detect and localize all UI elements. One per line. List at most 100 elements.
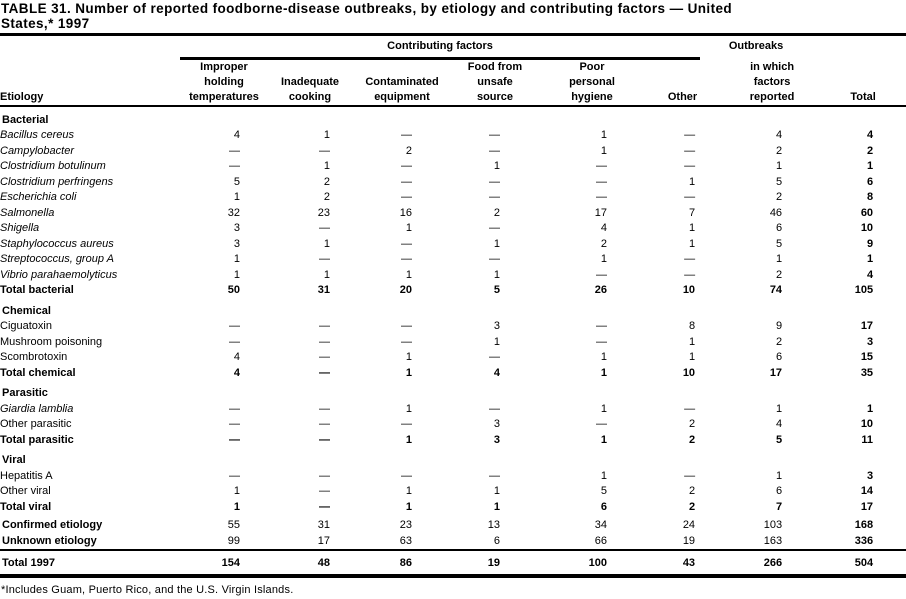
value-cell: — (229, 433, 240, 446)
value-cell: 74 (769, 284, 783, 296)
value-cell: 5 (775, 175, 783, 188)
value-cell: 50 (227, 284, 240, 296)
etiology-cell: Total bacterial (0, 284, 74, 296)
value-cell: 6 (600, 500, 607, 513)
table-row: Staphylococcus aureus 3 1 — 1 2 1 5 9 (0, 236, 906, 252)
value-cell: 4 (866, 268, 874, 281)
value-cell: 48 (268, 548, 352, 578)
column-header-inadequate-cooking: Inadequate cooking (268, 58, 352, 107)
value-cell: — (596, 191, 607, 203)
value-cell: — (684, 160, 696, 172)
value-cell: 66 (594, 534, 607, 547)
etiology-cell: Bacterial (2, 113, 49, 126)
value-cell: 6 (866, 175, 874, 188)
value-cell: — (489, 191, 500, 203)
value-cell: 17 (769, 366, 783, 379)
table-row: Ciguatoxin — — — 3 — 8 9 17 (0, 319, 906, 335)
etiology-cell: Streptococcus, group A (0, 253, 114, 265)
etiology-cell: Total viral (0, 500, 52, 513)
section-header-row: Chemical (0, 298, 906, 319)
table-body: Bacterial Bacillus cereus 4 1 — — 1 — 4 4 Campylob… (0, 106, 906, 578)
value-cell: — (401, 129, 412, 141)
value-cell: — (489, 144, 500, 157)
value-cell: 1 (775, 469, 783, 482)
value-cell: 1 (233, 253, 240, 265)
table-row: Other parasitic — — — 3 — 2 4 10 (0, 417, 906, 433)
value-cell: — (401, 253, 412, 265)
value-cell: 6 (493, 534, 500, 547)
value-cell: — (596, 160, 607, 172)
value-cell: 3 (233, 222, 240, 234)
etiology-cell: Total parasitic (0, 433, 74, 446)
value-cell: 1 (405, 433, 412, 446)
etiology-cell: Hepatitis A (0, 469, 53, 482)
value-cell: 4 (493, 366, 500, 379)
value-cell: — (401, 160, 412, 172)
value-cell: 2 (405, 144, 412, 157)
table-row: Streptococcus, group A 1 — — — 1 — 1 1 (0, 252, 906, 268)
value-cell: 8 (688, 320, 696, 332)
value-cell: — (319, 320, 330, 332)
value-cell: 1 (688, 222, 696, 234)
etiology-cell: Other parasitic (0, 418, 72, 430)
column-header-other: Other (635, 58, 701, 107)
value-cell: — (684, 469, 696, 482)
value-cell: 154 (180, 548, 268, 578)
value-cell: — (229, 402, 240, 415)
value-cell: 3 (866, 335, 874, 348)
value-cell: 31 (317, 519, 330, 531)
value-cell: — (684, 144, 696, 157)
table-row: Shigella 3 — 1 — 4 1 6 10 (0, 221, 906, 237)
etiology-cell: Giardia lamblia (0, 402, 74, 415)
value-cell: — (684, 129, 696, 141)
value-cell: 17 (594, 206, 607, 219)
value-cell: — (489, 253, 500, 265)
value-cell: 2 (866, 144, 874, 157)
etiology-cell: Clostridium botulinum (0, 160, 106, 172)
table-row: Total chemical 4 — 1 4 1 10 17 35 (0, 365, 906, 381)
value-cell: — (684, 253, 696, 265)
value-cell: 3 (493, 433, 500, 446)
value-cell: 43 (635, 548, 701, 578)
etiology-cell: Unknown etiology (2, 534, 97, 547)
value-cell: 23 (317, 206, 330, 219)
column-header-etiology: Etiology (0, 58, 180, 107)
value-cell: 1 (866, 160, 874, 172)
value-cell: — (319, 485, 330, 497)
value-cell: — (319, 402, 330, 415)
value-cell: — (596, 335, 607, 348)
table-row: Salmonella 32 23 16 2 17 7 46 60 (0, 205, 906, 221)
value-cell: 1 (233, 268, 240, 281)
value-cell: 1 (688, 237, 696, 250)
value-cell: 17 (860, 320, 874, 332)
value-cell: 32 (227, 206, 240, 219)
value-cell: 26 (594, 284, 607, 296)
etiology-cell: Parasitic (2, 387, 48, 399)
value-cell: 8 (866, 191, 874, 203)
value-cell: 1 (493, 268, 500, 281)
value-cell: 1 (600, 469, 607, 482)
etiology-cell: Escherichia coli (0, 191, 77, 203)
table-row: Total viral 1 — 1 1 6 2 7 17 (0, 499, 906, 515)
value-cell: 1 (775, 402, 783, 415)
value-cell: 55 (227, 519, 240, 531)
value-cell: 1 (405, 402, 412, 415)
value-cell: 4 (775, 418, 783, 430)
value-cell: 1 (405, 366, 412, 379)
value-cell: 4 (600, 222, 607, 234)
etiology-cell: Salmonella (0, 206, 55, 219)
column-header-food-from-unsafe-source: Food from unsafe source (440, 58, 530, 107)
value-cell: 2 (493, 206, 500, 219)
value-cell: 1 (775, 253, 783, 265)
table-title-line2: States,* 1997 (1, 16, 90, 31)
value-cell: — (319, 335, 330, 348)
value-cell: 1 (233, 485, 240, 497)
value-cell: 1 (405, 268, 412, 281)
value-cell: 14 (860, 485, 874, 497)
value-cell: 1 (323, 237, 330, 250)
etiology-cell: Clostridium perfringens (0, 175, 114, 188)
value-cell: 6 (775, 222, 783, 234)
value-cell: 1 (405, 222, 412, 234)
value-cell: — (401, 237, 412, 250)
value-cell: 1 (600, 366, 607, 379)
